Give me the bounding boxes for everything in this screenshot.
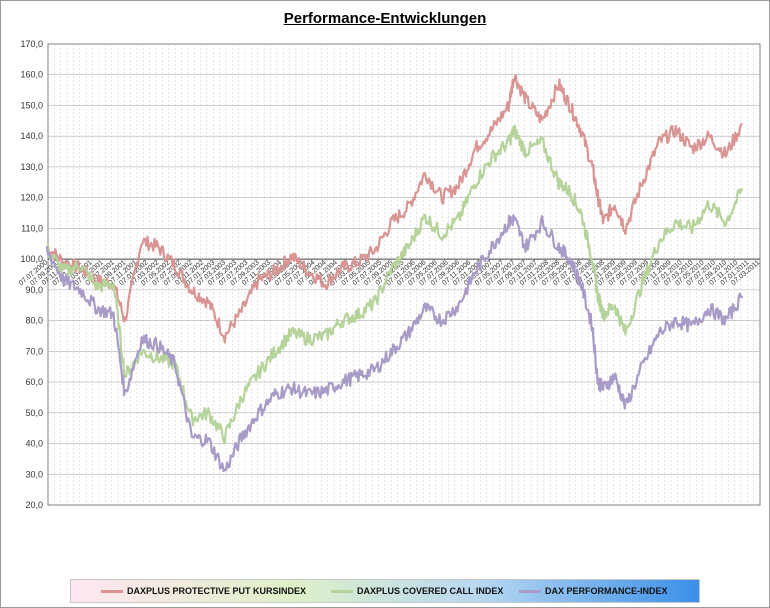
y-tick-label: 140,0 (20, 131, 43, 141)
series-line-1 (45, 124, 744, 444)
y-tick-label: 160,0 (20, 70, 43, 80)
legend-label-covered-call: DAXPLUS COVERED CALL INDEX (357, 586, 504, 596)
y-tick-label: 50,0 (25, 408, 43, 418)
y-tick-label: 100,0 (20, 254, 43, 264)
y-tick-label: 130,0 (20, 162, 43, 172)
y-tick-label: 40,0 (25, 439, 43, 449)
grid-lines (48, 44, 760, 505)
y-tick-label: 60,0 (25, 377, 43, 387)
y-tick-label: 90,0 (25, 285, 43, 295)
series-line-2 (45, 214, 744, 473)
legend-label-dax: DAX PERFORMANCE-INDEX (545, 586, 668, 596)
y-tick-label: 30,0 (25, 469, 43, 479)
chart-title: Performance-Entwicklungen (283, 10, 487, 27)
series-line-0 (46, 73, 743, 344)
legend-label-protective-put: DAXPLUS PROTECTIVE PUT KURSINDEX (127, 586, 307, 596)
y-tick-label: 70,0 (25, 346, 43, 356)
legend-swatch-dax (519, 589, 541, 593)
legend-item-protective-put: DAXPLUS PROTECTIVE PUT KURSINDEX (101, 580, 306, 602)
legend-item-dax: DAX PERFORMANCE-INDEX (519, 580, 668, 602)
legend-swatch-covered-call (331, 589, 353, 593)
x-axis: 07.07.200007.09.200007.11.200007.01.2001… (18, 259, 761, 287)
y-tick-label: 80,0 (25, 316, 43, 326)
y-axis: 20,0 30,0 40,0 50,0 60,0 70,0 80,0 90,0 100,0 110… (20, 39, 43, 510)
y-tick-label: 150,0 (20, 100, 43, 110)
y-tick-label: 120,0 (20, 193, 43, 203)
y-tick-label: 110,0 (21, 223, 43, 233)
legend-item-covered-call: DAXPLUS COVERED CALL INDEX (331, 580, 503, 602)
legend: DAXPLUS PROTECTIVE PUT KURSINDEX DAXPLUS… (70, 579, 700, 603)
series-lines (45, 73, 744, 473)
y-tick-label: 20,0 (25, 500, 43, 510)
y-tick-label: 170,0 (20, 39, 43, 49)
legend-swatch-protective-put (101, 589, 123, 593)
